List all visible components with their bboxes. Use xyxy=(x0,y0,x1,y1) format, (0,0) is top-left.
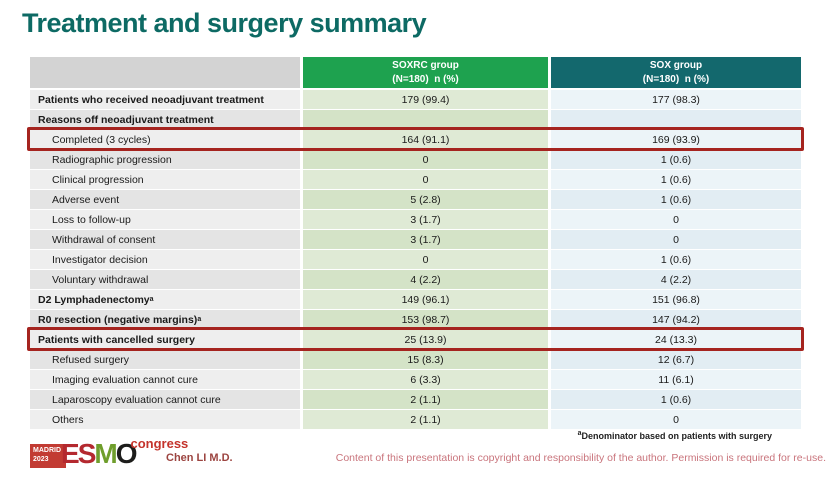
cell-soxrc: 149 (96.1) xyxy=(303,290,548,309)
table-row: Imaging evaluation cannot cure 6 (3.3) 1… xyxy=(30,370,801,389)
cell-sox: 0 xyxy=(551,210,801,229)
cell-sox: 1 (0.6) xyxy=(551,390,801,409)
cell-soxrc: 3 (1.7) xyxy=(303,230,548,249)
table-row: Adverse event 5 (2.8) 1 (0.6) xyxy=(30,190,801,209)
table-row: Withdrawal of consent 3 (1.7) 0 xyxy=(30,230,801,249)
esmo-letter: M xyxy=(94,438,117,469)
table-row: Refused surgery 15 (8.3) 12 (6.7) xyxy=(30,350,801,369)
cell-soxrc: 2 (1.1) xyxy=(303,390,548,409)
row-label: Investigator decision xyxy=(30,250,300,269)
author-name: Chen LI M.D. xyxy=(166,452,233,464)
cell-soxrc: 6 (3.3) xyxy=(303,370,548,389)
cell-sox: 24 (13.3) xyxy=(551,330,801,349)
row-label: Adverse event xyxy=(30,190,300,209)
header-cell-soxrc-group: SOXRC group (N=180) n (%) xyxy=(303,57,548,88)
cell-sox: 1 (0.6) xyxy=(551,150,801,169)
table-row: D2 Lymphadenectomy a 149 (96.1) 151 (96.8… xyxy=(30,290,801,309)
cell-sox: 1 (0.6) xyxy=(551,170,801,189)
footnote-superscript: a xyxy=(577,430,582,437)
header-cell-empty xyxy=(30,57,300,88)
cell-soxrc: 2 (1.1) xyxy=(303,410,548,429)
cell-sox: 0 xyxy=(551,410,801,429)
sox-group-sub: (N=180) n (%) xyxy=(642,73,710,85)
esmo-letter: O xyxy=(115,438,138,469)
row-label: Withdrawal of consent xyxy=(30,230,300,249)
soxrc-group-sub: (N=180) n (%) xyxy=(392,73,459,85)
row-label: Completed (3 cycles) xyxy=(30,130,300,149)
cell-soxrc: 5 (2.8) xyxy=(303,190,548,209)
cell-soxrc: 179 (99.4) xyxy=(303,90,548,109)
soxrc-group-name: SOXRC group xyxy=(392,60,459,71)
cell-soxrc: 3 (1.7) xyxy=(303,210,548,229)
copyright-notice: Content of this presentation is copyrigh… xyxy=(335,452,826,464)
table-row: Others 2 (1.1) 0 xyxy=(30,410,801,429)
row-label: Laparoscopy evaluation cannot cure xyxy=(30,390,300,409)
row-label: Others xyxy=(30,410,300,429)
cell-soxrc: 25 (13.9) xyxy=(303,330,548,349)
cell-soxrc: 0 xyxy=(303,150,548,169)
row-label: Clinical progression xyxy=(30,170,300,189)
esmo-letter: E xyxy=(61,438,80,469)
table-header-row: SOXRC group (N=180) n (%) SOX group (N=1… xyxy=(30,57,801,88)
table-row: Loss to follow-up 3 (1.7) 0 xyxy=(30,210,801,229)
esmo-congress-logo: MADRID 2023 ESMO congress xyxy=(30,435,188,468)
row-label: Refused surgery xyxy=(30,350,300,369)
cell-sox: 1 (0.6) xyxy=(551,250,801,269)
cell-sox: 0 xyxy=(551,230,801,249)
summary-table: SOXRC group (N=180) n (%) SOX group (N=1… xyxy=(27,57,804,430)
page-title: Treatment and surgery summary xyxy=(22,8,427,38)
row-label: Reasons off neoadjuvant treatment xyxy=(30,110,300,129)
row-label: Loss to follow-up xyxy=(30,210,300,229)
row-label: Patients who received neoadjuvant treatm… xyxy=(30,90,300,109)
table-row: Radiographic progression 0 1 (0.6) xyxy=(30,150,801,169)
table-row: Patients with cancelled surgery 25 (13.9… xyxy=(27,327,804,351)
table-rows: Patients who received neoadjuvant treatm… xyxy=(27,90,804,429)
row-label: D2 Lymphadenectomy a xyxy=(30,290,300,309)
cell-sox: 177 (98.3) xyxy=(551,90,801,109)
cell-sox: 169 (93.9) xyxy=(551,130,801,149)
row-label: Radiographic progression xyxy=(30,150,300,169)
cell-sox: 151 (96.8) xyxy=(551,290,801,309)
table-row: R0 resection (negative margins) a 153 (98… xyxy=(30,310,801,329)
table-row: Voluntary withdrawal 4 (2.2) 4 (2.2) xyxy=(30,270,801,289)
cell-sox: 4 (2.2) xyxy=(551,270,801,289)
esmo-letter: S xyxy=(77,438,97,469)
row-label: R0 resection (negative margins) a xyxy=(30,310,300,329)
cell-soxrc: 0 xyxy=(303,170,548,189)
row-label: Patients with cancelled surgery xyxy=(30,330,300,349)
table-row: Patients who received neoadjuvant treatm… xyxy=(30,90,801,109)
footnote: aDenominator based on patients with surg… xyxy=(577,430,772,441)
table-row: Clinical progression 0 1 (0.6) xyxy=(30,170,801,189)
cell-sox: 147 (94.2) xyxy=(551,310,801,329)
header-cell-sox-group: SOX group (N=180) n (%) xyxy=(551,57,801,88)
congress-label: congress xyxy=(130,436,189,451)
madrid-label: MADRID xyxy=(33,447,61,454)
cell-sox: 11 (6.1) xyxy=(551,370,801,389)
cell-sox xyxy=(551,110,801,129)
footnote-text: Denominator based on patients with surge… xyxy=(581,431,772,441)
year-label: 2023 xyxy=(33,456,49,464)
row-label: Imaging evaluation cannot cure xyxy=(30,370,300,389)
cell-soxrc: 153 (98.7) xyxy=(303,310,548,329)
madrid-2023-badge: MADRID 2023 xyxy=(30,444,66,468)
row-label: Voluntary withdrawal xyxy=(30,270,300,289)
cell-sox: 1 (0.6) xyxy=(551,190,801,209)
esmo-wordmark: ESMO xyxy=(61,438,138,469)
table-row: Completed (3 cycles) 164 (91.1) 169 (93.… xyxy=(27,127,804,151)
cell-soxrc: 4 (2.2) xyxy=(303,270,548,289)
cell-soxrc: 164 (91.1) xyxy=(303,130,548,149)
cell-sox: 12 (6.7) xyxy=(551,350,801,369)
table-row: Investigator decision 0 1 (0.6) xyxy=(30,250,801,269)
sox-group-name: SOX group xyxy=(649,60,703,71)
table-row: Reasons off neoadjuvant treatment xyxy=(30,110,801,129)
cell-soxrc: 0 xyxy=(303,250,548,269)
cell-soxrc: 15 (8.3) xyxy=(303,350,548,369)
cell-soxrc xyxy=(303,110,548,129)
table-row: Laparoscopy evaluation cannot cure 2 (1.… xyxy=(30,390,801,409)
